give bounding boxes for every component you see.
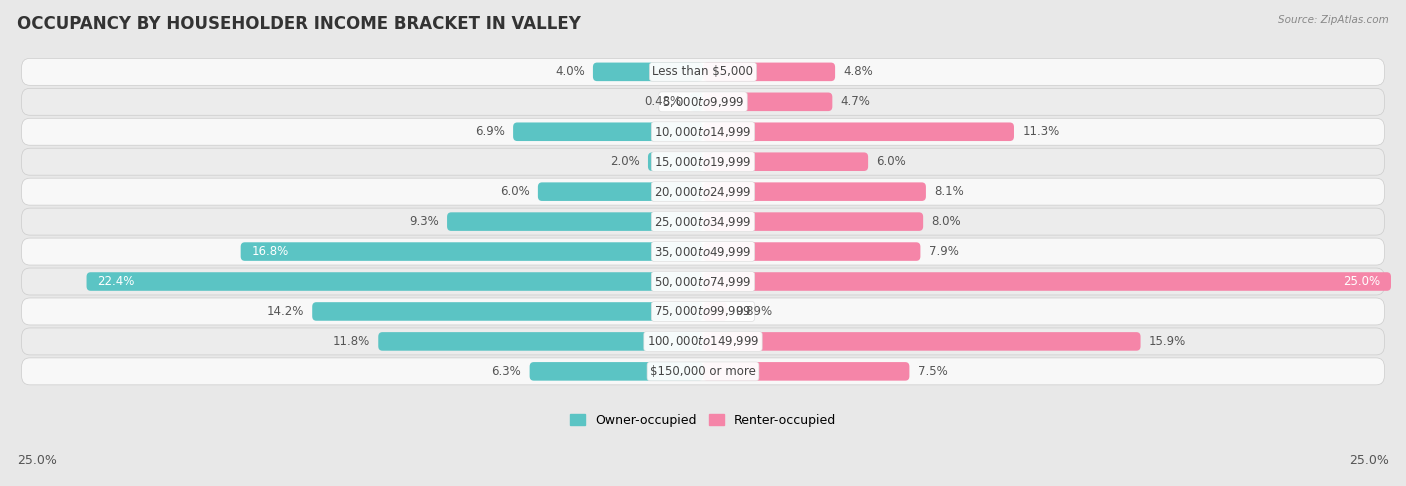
Text: 11.8%: 11.8% bbox=[333, 335, 370, 348]
FancyBboxPatch shape bbox=[21, 358, 1385, 385]
Text: 8.1%: 8.1% bbox=[934, 185, 965, 198]
Text: 25.0%: 25.0% bbox=[1343, 275, 1381, 288]
FancyBboxPatch shape bbox=[21, 268, 1385, 295]
Text: Source: ZipAtlas.com: Source: ZipAtlas.com bbox=[1278, 15, 1389, 25]
Text: $15,000 to $19,999: $15,000 to $19,999 bbox=[654, 155, 752, 169]
Text: $100,000 to $149,999: $100,000 to $149,999 bbox=[647, 334, 759, 348]
FancyBboxPatch shape bbox=[593, 63, 703, 81]
FancyBboxPatch shape bbox=[703, 362, 910, 381]
Text: 11.3%: 11.3% bbox=[1022, 125, 1060, 138]
FancyBboxPatch shape bbox=[703, 243, 921, 261]
Text: 0.48%: 0.48% bbox=[644, 95, 682, 108]
Text: $10,000 to $14,999: $10,000 to $14,999 bbox=[654, 125, 752, 139]
Text: 7.9%: 7.9% bbox=[929, 245, 959, 258]
Text: $35,000 to $49,999: $35,000 to $49,999 bbox=[654, 244, 752, 259]
Text: 16.8%: 16.8% bbox=[252, 245, 288, 258]
Text: $25,000 to $34,999: $25,000 to $34,999 bbox=[654, 215, 752, 228]
FancyBboxPatch shape bbox=[21, 208, 1385, 235]
Text: 14.2%: 14.2% bbox=[267, 305, 304, 318]
Text: 25.0%: 25.0% bbox=[17, 453, 56, 467]
FancyBboxPatch shape bbox=[21, 58, 1385, 86]
FancyBboxPatch shape bbox=[648, 153, 703, 171]
Text: 4.8%: 4.8% bbox=[844, 65, 873, 78]
Text: 22.4%: 22.4% bbox=[97, 275, 135, 288]
Text: 8.0%: 8.0% bbox=[931, 215, 962, 228]
FancyBboxPatch shape bbox=[312, 302, 703, 321]
Text: 15.9%: 15.9% bbox=[1149, 335, 1187, 348]
FancyBboxPatch shape bbox=[703, 302, 727, 321]
Text: OCCUPANCY BY HOUSEHOLDER INCOME BRACKET IN VALLEY: OCCUPANCY BY HOUSEHOLDER INCOME BRACKET … bbox=[17, 15, 581, 33]
FancyBboxPatch shape bbox=[21, 328, 1385, 355]
FancyBboxPatch shape bbox=[21, 178, 1385, 205]
Text: 6.9%: 6.9% bbox=[475, 125, 505, 138]
Text: 7.5%: 7.5% bbox=[918, 365, 948, 378]
FancyBboxPatch shape bbox=[703, 153, 868, 171]
Text: 0.89%: 0.89% bbox=[735, 305, 773, 318]
FancyBboxPatch shape bbox=[447, 212, 703, 231]
FancyBboxPatch shape bbox=[240, 243, 703, 261]
FancyBboxPatch shape bbox=[378, 332, 703, 351]
Text: 4.7%: 4.7% bbox=[841, 95, 870, 108]
Text: 6.0%: 6.0% bbox=[876, 155, 905, 168]
Text: $20,000 to $24,999: $20,000 to $24,999 bbox=[654, 185, 752, 199]
FancyBboxPatch shape bbox=[690, 92, 703, 111]
FancyBboxPatch shape bbox=[513, 122, 703, 141]
FancyBboxPatch shape bbox=[703, 332, 1140, 351]
FancyBboxPatch shape bbox=[87, 272, 703, 291]
FancyBboxPatch shape bbox=[21, 118, 1385, 145]
Text: 4.0%: 4.0% bbox=[555, 65, 585, 78]
FancyBboxPatch shape bbox=[703, 212, 924, 231]
Text: $150,000 or more: $150,000 or more bbox=[650, 365, 756, 378]
Text: 6.0%: 6.0% bbox=[501, 185, 530, 198]
Legend: Owner-occupied, Renter-occupied: Owner-occupied, Renter-occupied bbox=[565, 409, 841, 432]
FancyBboxPatch shape bbox=[703, 272, 1391, 291]
FancyBboxPatch shape bbox=[21, 238, 1385, 265]
Text: Less than $5,000: Less than $5,000 bbox=[652, 65, 754, 78]
Text: $75,000 to $99,999: $75,000 to $99,999 bbox=[654, 304, 752, 318]
FancyBboxPatch shape bbox=[703, 92, 832, 111]
Text: 25.0%: 25.0% bbox=[1350, 453, 1389, 467]
Text: $5,000 to $9,999: $5,000 to $9,999 bbox=[662, 95, 744, 109]
FancyBboxPatch shape bbox=[530, 362, 703, 381]
Text: 9.3%: 9.3% bbox=[409, 215, 439, 228]
FancyBboxPatch shape bbox=[703, 182, 927, 201]
FancyBboxPatch shape bbox=[703, 63, 835, 81]
Text: 2.0%: 2.0% bbox=[610, 155, 640, 168]
Text: 6.3%: 6.3% bbox=[492, 365, 522, 378]
FancyBboxPatch shape bbox=[21, 88, 1385, 115]
FancyBboxPatch shape bbox=[21, 298, 1385, 325]
FancyBboxPatch shape bbox=[703, 122, 1014, 141]
FancyBboxPatch shape bbox=[538, 182, 703, 201]
FancyBboxPatch shape bbox=[21, 148, 1385, 175]
Text: $50,000 to $74,999: $50,000 to $74,999 bbox=[654, 275, 752, 289]
